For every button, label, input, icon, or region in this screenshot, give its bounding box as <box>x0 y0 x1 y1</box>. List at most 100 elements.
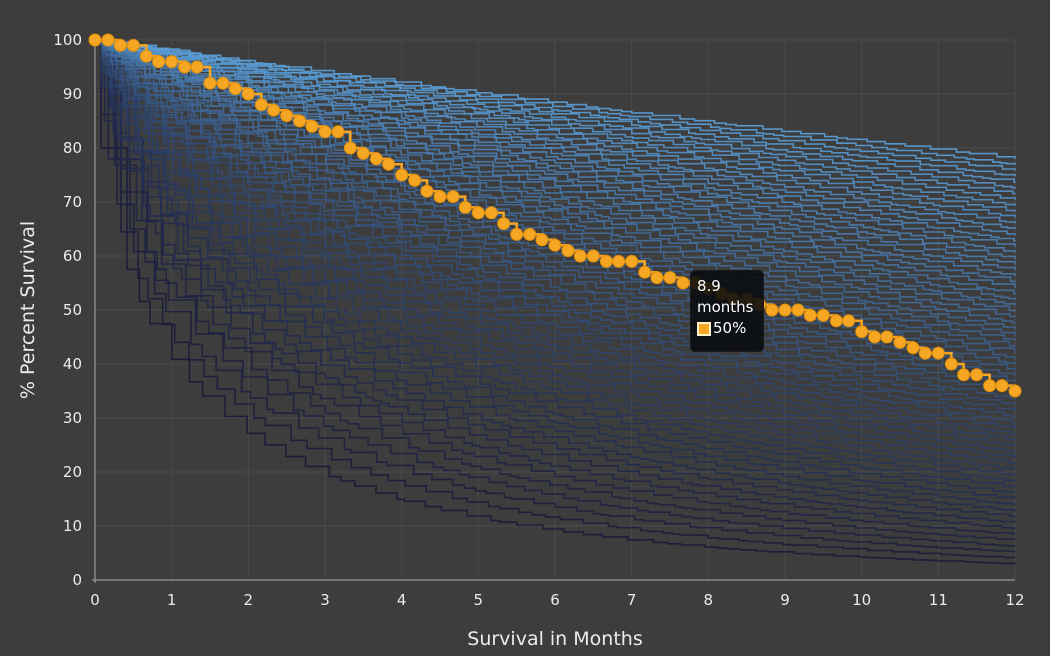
x-tick-label: 3 <box>320 591 330 609</box>
x-tick-label: 4 <box>397 591 407 609</box>
series-point[interactable] <box>318 125 332 139</box>
series-point[interactable] <box>868 330 882 344</box>
series-point[interactable] <box>395 168 409 182</box>
series-point[interactable] <box>254 98 268 112</box>
background-curve <box>95 39 1016 376</box>
series-point[interactable] <box>113 38 127 52</box>
series-point[interactable] <box>241 87 255 101</box>
background-curve <box>95 39 1016 418</box>
series-point[interactable] <box>535 233 549 247</box>
series-swatch-icon <box>697 321 711 336</box>
series-point[interactable] <box>944 357 958 371</box>
background-curve <box>95 39 1016 295</box>
series-point[interactable] <box>561 244 575 258</box>
background-curve <box>95 39 1016 465</box>
background-curve <box>95 39 1016 559</box>
series-point[interactable] <box>548 238 562 252</box>
series-point[interactable] <box>663 271 677 285</box>
background-curve <box>95 39 1016 265</box>
series-point[interactable] <box>458 200 472 214</box>
y-tick-label: 0 <box>72 571 82 589</box>
background-curve <box>95 39 1016 412</box>
x-tick-label: 9 <box>780 591 790 609</box>
background-curve <box>95 39 1016 518</box>
x-tick-label: 7 <box>627 591 637 609</box>
series-point[interactable] <box>842 314 856 328</box>
y-tick-label: 70 <box>63 193 82 211</box>
series-point[interactable] <box>676 276 690 290</box>
series-point[interactable] <box>510 227 524 241</box>
background-curve <box>95 39 1016 435</box>
series-point[interactable] <box>995 379 1009 393</box>
series-point[interactable] <box>139 49 153 63</box>
series-point[interactable] <box>791 303 805 317</box>
series-point[interactable] <box>293 114 307 128</box>
series-point[interactable] <box>650 271 664 285</box>
series-point[interactable] <box>203 76 217 90</box>
series-point[interactable] <box>855 325 869 339</box>
series-point[interactable] <box>931 346 945 360</box>
series-point[interactable] <box>101 33 115 47</box>
background-curve <box>95 39 1016 482</box>
series-point[interactable] <box>190 60 204 74</box>
series-point[interactable] <box>178 60 192 74</box>
series-point[interactable] <box>331 125 345 139</box>
y-tick-label: 80 <box>63 139 82 157</box>
series-point[interactable] <box>586 249 600 263</box>
series-point[interactable] <box>216 76 230 90</box>
series-point[interactable] <box>408 173 422 187</box>
tooltip-x-unit: months <box>697 298 754 316</box>
series-point[interactable] <box>803 308 817 322</box>
series-point[interactable] <box>280 109 294 123</box>
series-point[interactable] <box>343 141 357 155</box>
series-point[interactable] <box>267 103 281 117</box>
series-point[interactable] <box>893 335 907 349</box>
y-tick-label: 20 <box>63 463 82 481</box>
background-curve <box>95 39 1016 189</box>
series-point[interactable] <box>778 303 792 317</box>
background-curve <box>95 39 1016 230</box>
series-point[interactable] <box>152 55 166 69</box>
series-point[interactable] <box>970 368 984 382</box>
series-point[interactable] <box>816 308 830 322</box>
background-curve <box>95 39 1016 429</box>
x-axis-title: Survival in Months <box>467 628 642 650</box>
series-point[interactable] <box>829 314 843 328</box>
series-point[interactable] <box>356 146 370 160</box>
series-point[interactable] <box>471 206 485 220</box>
series-point[interactable] <box>165 55 179 69</box>
series-point[interactable] <box>918 346 932 360</box>
background-curve <box>95 39 1016 283</box>
series-point[interactable] <box>382 157 396 171</box>
background-curve <box>95 39 1016 177</box>
series-point[interactable] <box>523 227 537 241</box>
series-point[interactable] <box>1008 384 1022 398</box>
series-point[interactable] <box>497 217 511 231</box>
series-point[interactable] <box>612 254 626 268</box>
background-curve <box>95 39 1016 236</box>
background-curve <box>95 39 1016 494</box>
series-point[interactable] <box>446 190 460 204</box>
series-point[interactable] <box>625 254 639 268</box>
series-point[interactable] <box>369 152 383 166</box>
series-point[interactable] <box>638 265 652 279</box>
series-point[interactable] <box>228 82 242 96</box>
series-point[interactable] <box>599 254 613 268</box>
series-point[interactable] <box>573 249 587 263</box>
series-point[interactable] <box>305 119 319 133</box>
series-point[interactable] <box>88 33 102 47</box>
series-point[interactable] <box>126 38 140 52</box>
background-curve <box>95 39 1016 536</box>
series-point[interactable] <box>880 330 894 344</box>
series-point[interactable] <box>765 303 779 317</box>
series-point[interactable] <box>433 190 447 204</box>
x-tick-label: 12 <box>1005 591 1024 609</box>
x-tick-label: 5 <box>474 591 484 609</box>
series-point[interactable] <box>420 184 434 198</box>
series-point[interactable] <box>484 206 498 220</box>
series-point[interactable] <box>957 368 971 382</box>
series-point[interactable] <box>906 341 920 355</box>
series-point[interactable] <box>983 379 997 393</box>
background-curve <box>95 39 1016 195</box>
